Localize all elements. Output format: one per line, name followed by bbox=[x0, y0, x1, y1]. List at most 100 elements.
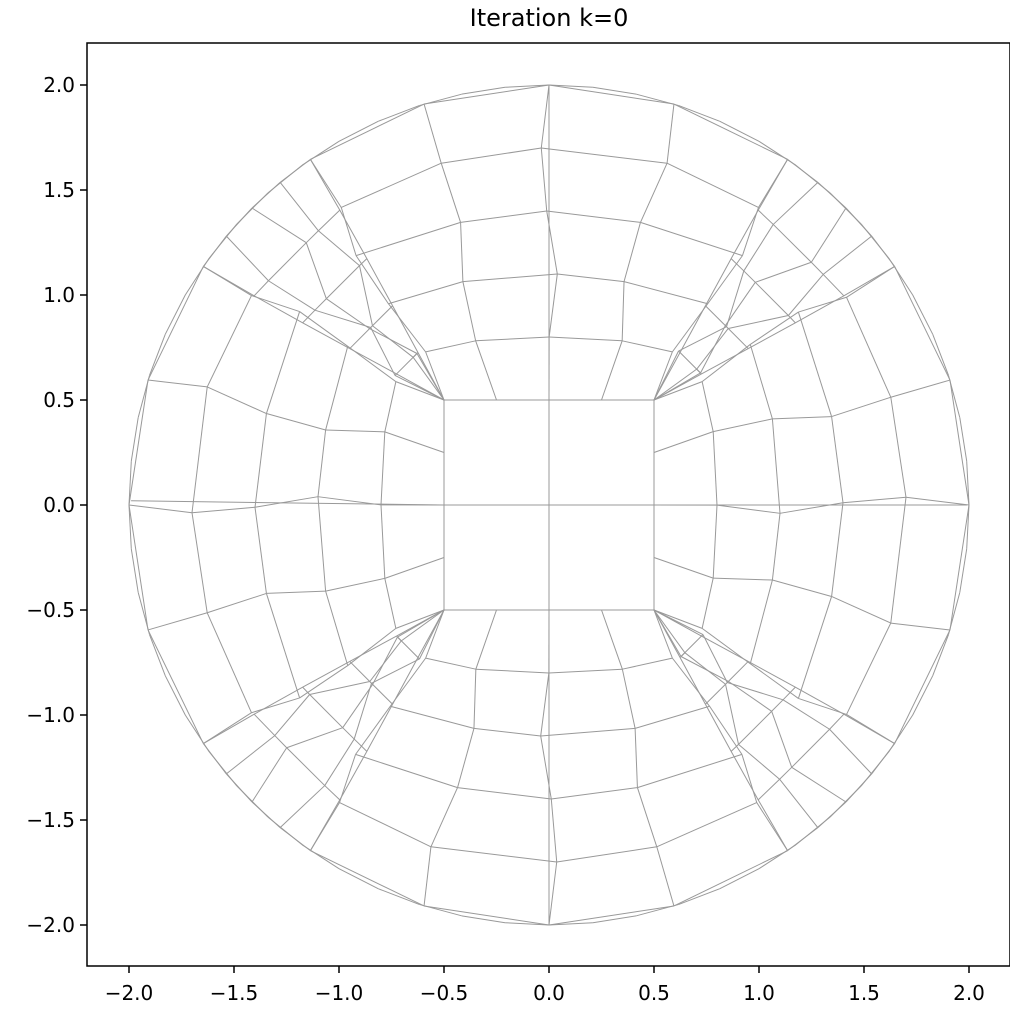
mesh-edge-77 bbox=[191, 386, 208, 513]
mesh-edge-50 bbox=[621, 281, 625, 341]
mesh-edge-147 bbox=[475, 609, 497, 670]
mesh-edge-83 bbox=[395, 609, 445, 629]
mesh-edge-286 bbox=[412, 357, 445, 401]
mesh-edge-243 bbox=[728, 315, 789, 329]
mesh-edge-332 bbox=[369, 640, 402, 682]
mesh-edge-260 bbox=[314, 298, 327, 311]
mesh-edge-95 bbox=[254, 496, 319, 508]
mesh-edge-134 bbox=[709, 705, 743, 755]
mesh-edge-295 bbox=[309, 159, 341, 211]
mesh-edge-230 bbox=[757, 159, 789, 211]
mesh-edge-399 bbox=[592, 86, 637, 95]
mesh-edge-103 bbox=[395, 381, 445, 401]
mesh-edge-421 bbox=[184, 714, 210, 753]
mesh-edge-266 bbox=[318, 209, 341, 232]
mesh-edge-309 bbox=[286, 747, 326, 786]
mesh-edge-72 bbox=[254, 507, 267, 594]
mesh-edge-279 bbox=[268, 280, 316, 311]
mesh-edge-408 bbox=[236, 192, 269, 225]
mesh-edge-210 bbox=[705, 305, 727, 328]
mesh-edge-304 bbox=[353, 738, 368, 752]
mesh-edge-79 bbox=[147, 629, 204, 744]
mesh-edge-116 bbox=[634, 705, 710, 729]
x-tick-label: −2.0 bbox=[105, 981, 154, 1005]
mesh-edge-234 bbox=[743, 224, 774, 272]
mesh-edge-113 bbox=[548, 668, 623, 674]
mesh-edge-249 bbox=[795, 295, 845, 324]
mesh-edge-216 bbox=[754, 281, 789, 316]
mesh-edge-56 bbox=[707, 255, 743, 305]
x-tick-label: 1.0 bbox=[743, 981, 775, 1005]
mesh-edge-23 bbox=[460, 210, 547, 223]
mesh-edge-376 bbox=[653, 609, 686, 653]
mesh-edge-391 bbox=[888, 257, 914, 296]
mesh-edge-201 bbox=[653, 609, 703, 629]
mesh-edge-66 bbox=[384, 381, 397, 432]
mesh-edge-125 bbox=[556, 846, 657, 863]
mesh-edge-396 bbox=[719, 120, 760, 142]
mesh-edge-217 bbox=[787, 315, 796, 324]
mesh-edge-370 bbox=[829, 728, 873, 775]
mesh-edge-78 bbox=[206, 295, 252, 388]
mesh-edge-212 bbox=[725, 325, 729, 329]
mesh-edge-432 bbox=[592, 915, 637, 924]
mesh-edge-441 bbox=[912, 675, 934, 716]
mesh-edge-88 bbox=[384, 557, 445, 579]
mesh-edge-85 bbox=[299, 665, 349, 699]
mesh-edge-242 bbox=[696, 328, 729, 370]
mesh-edge-94 bbox=[317, 496, 382, 506]
mesh-edge-348 bbox=[705, 683, 726, 705]
x-tick-label: −0.5 bbox=[420, 981, 469, 1005]
mesh-edge-190 bbox=[890, 379, 951, 398]
mesh-edge-369 bbox=[782, 699, 830, 730]
mesh-edge-347 bbox=[725, 681, 729, 685]
y-tick-label: 1.0 bbox=[43, 283, 75, 307]
mesh-edge-354 bbox=[791, 728, 830, 768]
mesh-edge-114 bbox=[475, 668, 549, 674]
mesh-edge-120 bbox=[637, 753, 743, 789]
mesh-edge-221 bbox=[822, 274, 845, 297]
mesh-edge-144 bbox=[540, 735, 552, 800]
mesh-edge-322 bbox=[371, 658, 420, 684]
mesh-edge-170 bbox=[831, 416, 844, 503]
mesh-edge-69 bbox=[317, 429, 327, 497]
mesh-edge-323 bbox=[353, 683, 372, 740]
mesh-edge-195 bbox=[905, 496, 970, 506]
mesh-edge-47 bbox=[540, 147, 548, 212]
mesh-edge-22 bbox=[355, 221, 461, 257]
mesh-edge-362 bbox=[701, 635, 749, 662]
mesh-edge-339 bbox=[253, 686, 303, 715]
mesh-edge-45 bbox=[548, 273, 558, 338]
mesh-edge-19 bbox=[462, 273, 558, 283]
mesh-edge-100 bbox=[266, 413, 326, 431]
mesh-edge-186 bbox=[653, 431, 714, 453]
mesh-edge-425 bbox=[301, 844, 340, 870]
mesh-edge-368 bbox=[727, 682, 784, 701]
y-tick-label: −1.0 bbox=[26, 703, 75, 727]
mesh-edge-27 bbox=[441, 147, 542, 164]
mesh-edge-294 bbox=[339, 209, 368, 259]
mesh-edge-377 bbox=[684, 652, 726, 685]
mesh-edge-331 bbox=[401, 609, 445, 642]
mesh-edge-338 bbox=[302, 660, 350, 688]
mesh-edge-320 bbox=[309, 799, 341, 851]
mesh-edge-20 bbox=[557, 273, 625, 283]
mesh-edge-145 bbox=[550, 798, 558, 863]
mesh-edge-231 bbox=[653, 350, 679, 401]
mesh-edge-444 bbox=[959, 548, 968, 593]
mesh-edge-438 bbox=[829, 785, 862, 818]
mesh-edge-239 bbox=[755, 261, 812, 283]
y-axis: 2.0 1.5 1.0 0.5 0.0 −0.5 −1.0 −1.5 −2.0 bbox=[26, 73, 87, 937]
mesh-edge-192 bbox=[716, 504, 781, 514]
mesh-edge-401 bbox=[505, 84, 550, 88]
mesh-edge-46 bbox=[546, 210, 558, 275]
mesh-edge-388 bbox=[947, 375, 961, 418]
mesh-edge-99 bbox=[325, 429, 385, 433]
mesh-edge-397 bbox=[678, 105, 721, 122]
mesh-edge-41 bbox=[460, 222, 464, 282]
mesh-edge-233 bbox=[726, 270, 745, 327]
mesh-edge-97 bbox=[128, 504, 193, 514]
mesh-edge-37 bbox=[340, 207, 357, 256]
mesh-edge-135 bbox=[741, 754, 758, 803]
